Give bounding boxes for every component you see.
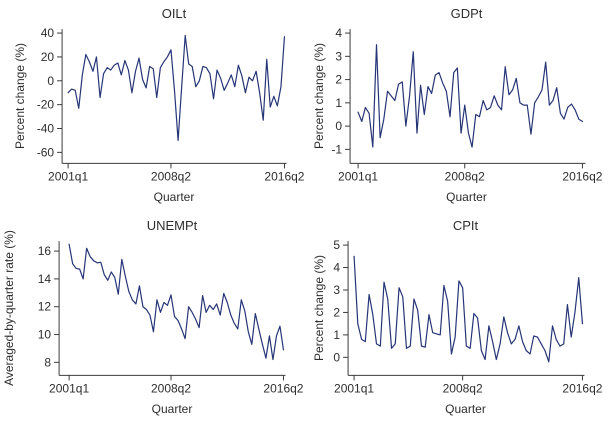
x-tick-label: 2016q2: [562, 169, 602, 183]
y-tick-label: -60: [37, 145, 55, 159]
y-tick-label: -20: [37, 98, 55, 112]
x-tick-label: 2008q2: [444, 169, 484, 183]
x-tick-label: 2001q1: [334, 381, 374, 395]
x-tick-label: 2016q2: [263, 381, 303, 395]
y-tick-label: 40: [41, 26, 55, 40]
y-tick-label: -40: [37, 122, 55, 136]
y-tick-label: 0: [335, 119, 342, 133]
x-tick-label: 2001q1: [49, 381, 89, 395]
y-tick-label: 4: [333, 260, 340, 274]
y-tick-label: 2: [335, 73, 342, 87]
y-tick-label: 14: [38, 271, 52, 285]
unempt-line-plot: 16 14 12 10 8 2001q1 2008q2 2016q2: [38, 240, 304, 395]
y-tick-label: 3: [333, 282, 340, 296]
series-line-oilt: [67, 34, 286, 142]
y-tick-label: 5: [333, 238, 340, 252]
series-line-cpit: [352, 255, 583, 362]
x-tick-label: 2008q2: [151, 381, 191, 395]
x-axis-title: Quarter: [151, 401, 193, 416]
x-tick-label: 2001q1: [48, 169, 88, 183]
series-line-unempt: [68, 243, 285, 360]
x-axis-title: Quarter: [153, 190, 195, 204]
y-tick-label: 20: [41, 50, 55, 64]
chart-panel-cpit: CPIt Percent change (%) 5 4 3 2 1 0 2001q1 2008…: [308, 212, 615, 423]
x-tick-label: 2016q2: [264, 169, 304, 183]
x-tick-label: 2008q2: [442, 381, 482, 395]
chart-panel-gdpt: GDPt Percent change (%) 4 3 2 1 0 -1 2001q1 200…: [308, 0, 615, 212]
series-line-gdpt: [356, 44, 583, 148]
y-tick-label: 3: [335, 49, 342, 63]
chart-title-unempt: UNEMPt: [146, 217, 198, 233]
gdpt-line-plot: 4 3 2 1 0 -1 2001q1 2008q2 2016q2: [331, 26, 602, 183]
y-tick-label: 2: [333, 305, 340, 319]
x-tick-label: 2008q2: [151, 169, 191, 183]
y-tick-label: 0: [47, 74, 54, 88]
y-tick-label: 16: [38, 244, 52, 258]
cpit-line-plot: 5 4 3 2 1 0 2001q1 2008q2 2016q2: [333, 238, 602, 395]
x-tick-label: 2001q1: [338, 169, 378, 183]
y-tick-label: -1: [331, 142, 342, 156]
y-tick-label: 1: [335, 96, 342, 110]
chart-panel-oilt: OILt Percent change (%) 40 20 0 -20 -40 -60 20…: [0, 0, 308, 212]
y-tick-label: 10: [38, 327, 52, 341]
x-axis-title: Quarter: [445, 401, 486, 416]
y-tick-label: 4: [335, 26, 342, 40]
chart-title-oilt: OILt: [161, 6, 187, 21]
y-tick-label: 8: [44, 355, 51, 369]
chart-panel-unempt: UNEMPt Averaged-by-quarter rate (%) 16 14…: [0, 212, 308, 423]
x-axis-title: Quarter: [446, 190, 487, 204]
y-tick-label: 0: [333, 350, 340, 364]
y-tick-label: 12: [38, 299, 52, 313]
chart-title-cpit: CPIt: [452, 217, 479, 233]
y-tick-label: 1: [333, 327, 340, 341]
oilt-line-plot: 40 20 0 -20 -40 -60 2001q1 2008q2 2016q2: [37, 26, 305, 183]
chart-title-gdpt: GDPt: [450, 6, 483, 21]
x-tick-label: 2016q2: [562, 381, 602, 395]
